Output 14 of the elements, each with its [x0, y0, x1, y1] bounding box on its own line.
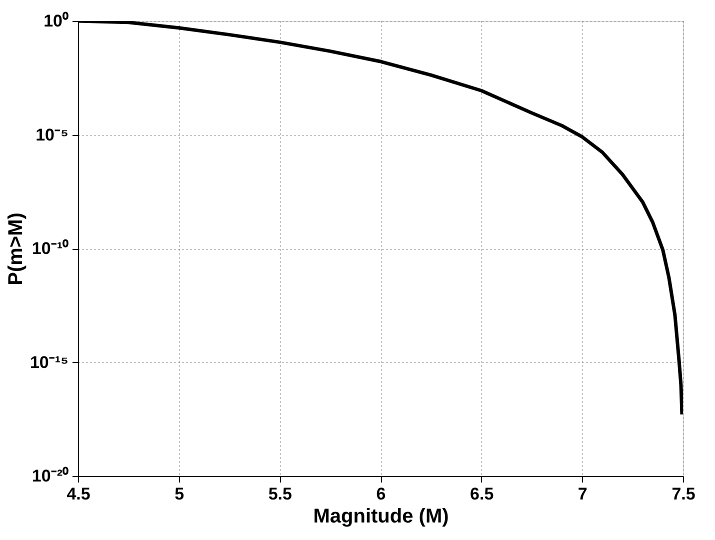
x-tick-label: 7.5 — [672, 484, 696, 504]
y-axis-title: P(m>M) — [4, 212, 27, 286]
y-tick-label: 10⁻⁵ — [36, 125, 68, 144]
x-tick-label: 7 — [578, 484, 588, 504]
y-tick-label: 10⁻¹⁰ — [32, 239, 68, 258]
x-axis-title: Magnitude (M) — [313, 506, 449, 528]
x-tick-label: 4.5 — [66, 484, 90, 504]
x-tick-label: 6 — [376, 484, 386, 504]
x-tick-label: 5.5 — [268, 484, 292, 504]
y-tick-label: 10⁻¹⁵ — [30, 352, 68, 372]
y-tick-label: 10⁻²⁰ — [32, 466, 68, 486]
x-tick-label: 6.5 — [470, 484, 494, 504]
x-tick-label: 5 — [174, 484, 184, 504]
y-tick-label: 10⁰ — [44, 12, 68, 30]
